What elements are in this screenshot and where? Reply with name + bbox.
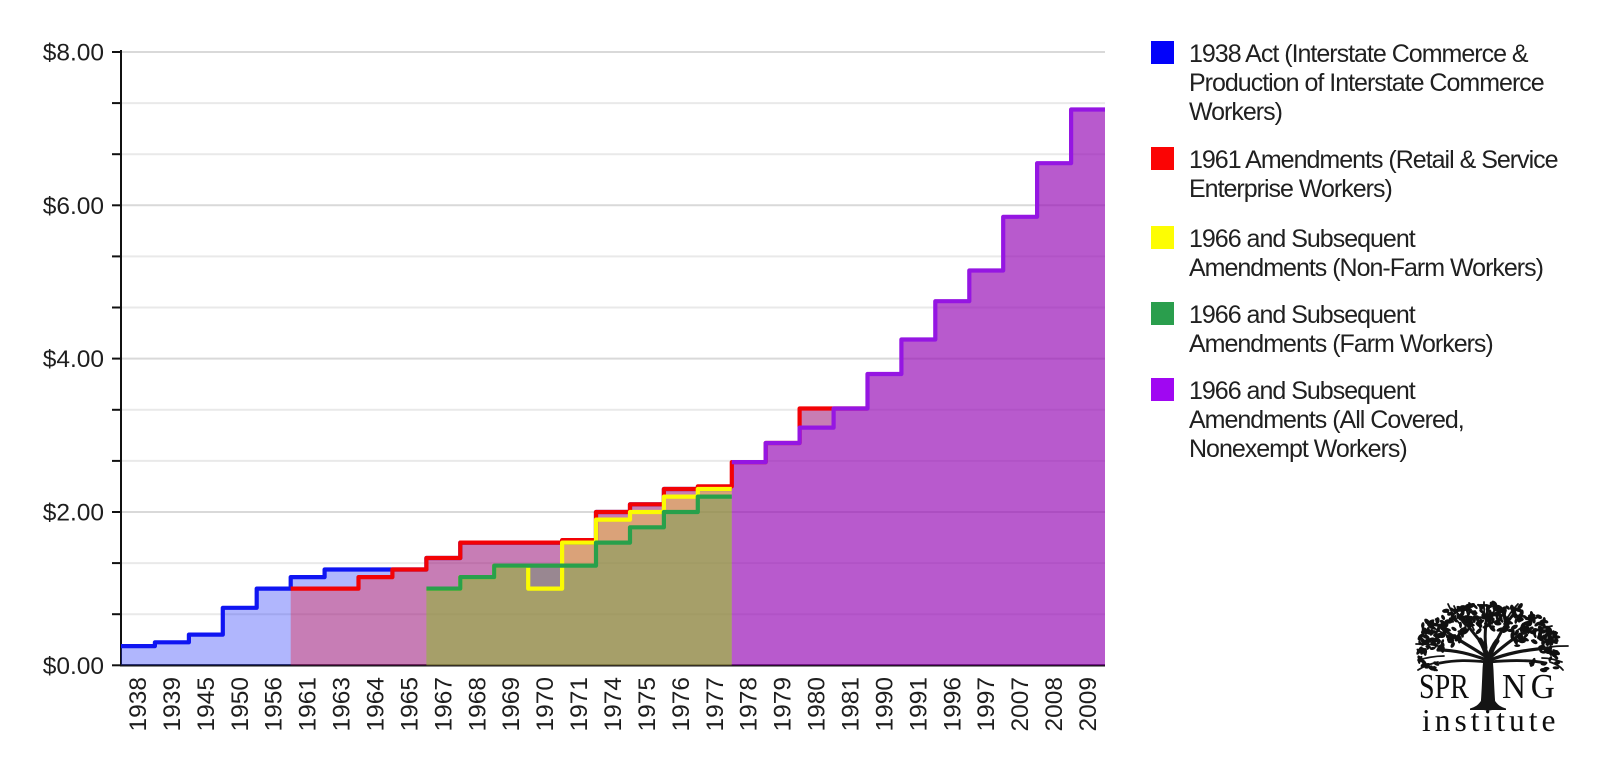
svg-text:1967: 1967 [430, 677, 457, 732]
svg-text:2009: 2009 [1075, 677, 1102, 732]
svg-text:$2.00: $2.00 [43, 500, 104, 527]
svg-text:1971: 1971 [566, 677, 593, 732]
svg-text:1968: 1968 [464, 677, 491, 732]
svg-text:1939: 1939 [159, 677, 186, 732]
svg-text:1970: 1970 [532, 677, 559, 732]
svg-text:$6.00: $6.00 [43, 193, 104, 220]
svg-text:1950: 1950 [227, 677, 254, 732]
svg-text:1956: 1956 [261, 677, 288, 732]
svg-text:2008: 2008 [1041, 677, 1068, 732]
svg-text:1974: 1974 [600, 677, 627, 732]
svg-text:1961: 1961 [295, 677, 322, 732]
svg-text:$4.00: $4.00 [43, 346, 104, 373]
svg-text:1969: 1969 [498, 677, 525, 732]
svg-text:$0.00: $0.00 [43, 653, 104, 680]
svg-text:1981: 1981 [838, 677, 865, 732]
svg-text:2007: 2007 [1007, 677, 1034, 732]
svg-text:1977: 1977 [702, 677, 729, 732]
svg-text:1990: 1990 [871, 677, 898, 732]
svg-text:1979: 1979 [770, 677, 797, 732]
svg-text:1964: 1964 [363, 677, 390, 732]
svg-text:1996: 1996 [939, 677, 966, 732]
svg-text:1978: 1978 [736, 677, 763, 732]
svg-text:1975: 1975 [634, 677, 661, 732]
svg-text:1945: 1945 [193, 677, 220, 732]
svg-text:1976: 1976 [668, 677, 695, 732]
svg-text:1963: 1963 [329, 677, 356, 732]
svg-text:1938: 1938 [125, 677, 152, 732]
svg-text:$8.00: $8.00 [43, 40, 104, 67]
svg-text:1991: 1991 [905, 677, 932, 732]
svg-text:1997: 1997 [973, 677, 1000, 732]
svg-text:1965: 1965 [396, 677, 423, 732]
svg-text:1980: 1980 [804, 677, 831, 732]
